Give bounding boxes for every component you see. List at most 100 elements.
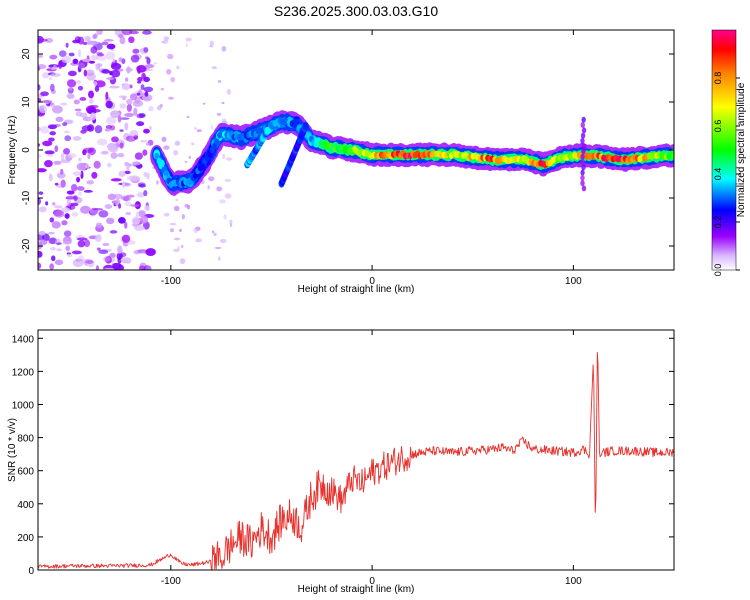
noise-speckle (106, 77, 115, 81)
noise-speckle (96, 53, 105, 57)
noise-speckle (105, 100, 113, 109)
colorbar-tick-label: 0.2 (713, 216, 723, 229)
noise-speckle (111, 61, 115, 68)
noise-speckle (85, 163, 90, 169)
noise-speckle (208, 45, 214, 48)
noise-speckle (181, 213, 186, 220)
noise-speckle (126, 98, 133, 105)
noise-speckle (113, 193, 123, 200)
noise-speckle (83, 239, 91, 248)
noise-speckle (110, 110, 120, 119)
noise-speckle (48, 77, 53, 80)
noise-speckle (188, 155, 191, 160)
noise-speckle (70, 184, 78, 192)
noise-speckle (84, 35, 91, 42)
noise-speckle (83, 69, 88, 77)
x-tick-label: -100 (161, 576, 181, 587)
ridge-blob (163, 170, 169, 177)
y-tick-label: 1200 (12, 367, 35, 378)
noise-speckle (62, 241, 73, 245)
noise-speckle (103, 39, 114, 42)
noise-speckle (173, 205, 180, 212)
noise-speckle (44, 37, 53, 44)
noise-speckle (120, 257, 132, 263)
noise-speckle (163, 36, 169, 41)
noise-speckle (83, 189, 93, 193)
ridge-spike (581, 185, 587, 192)
noise-speckle (92, 208, 104, 211)
noise-speckle (161, 40, 166, 44)
noise-speckle (48, 231, 55, 235)
noise-speckle (148, 105, 154, 112)
noise-speckle (174, 140, 181, 146)
noise-speckle (209, 40, 214, 46)
noise-speckle (119, 103, 127, 109)
y-tick-label: 0 (21, 147, 32, 153)
noise-speckle (125, 211, 132, 216)
noise-speckle (101, 41, 109, 46)
noise-speckle (145, 142, 150, 146)
noise-speckle (118, 95, 128, 99)
noise-speckle (124, 77, 129, 82)
noise-speckle (173, 248, 180, 253)
noise-speckle (80, 129, 87, 134)
noise-speckle (112, 262, 122, 269)
noise-speckle (221, 45, 227, 52)
noise-speckle (95, 265, 100, 270)
noise-speckle (219, 238, 227, 243)
colorbar-gradient (711, 29, 737, 271)
noise-speckle (82, 149, 86, 155)
noise-speckle (216, 186, 223, 192)
noise-speckle (86, 180, 94, 185)
noise-speckle (106, 217, 115, 225)
noise-speckle (221, 153, 226, 160)
spectrogram-xlabel: Height of straight line (km) (298, 284, 415, 295)
noise-speckle (119, 142, 124, 149)
noise-speckle (40, 126, 50, 134)
noise-speckle (119, 129, 124, 132)
noise-speckle (66, 93, 74, 99)
noise-speckle (77, 191, 82, 196)
noise-speckle (207, 184, 210, 190)
noise-speckle (163, 212, 170, 217)
noise-speckle (87, 124, 95, 132)
noise-speckle (75, 80, 82, 84)
noise-speckle (104, 204, 113, 209)
noise-speckle (143, 265, 152, 270)
noise-speckle (42, 140, 53, 147)
noise-speckle (132, 48, 140, 54)
noise-speckle (221, 101, 225, 105)
noise-speckle (49, 54, 58, 60)
noise-speckle (136, 121, 145, 127)
noise-speckle (63, 230, 72, 237)
y-tick-label: 200 (17, 533, 34, 544)
noise-speckle (229, 219, 233, 225)
noise-speckle (211, 124, 214, 130)
noise-speckle (145, 248, 156, 256)
noise-speckle (73, 195, 78, 201)
noise-speckle (106, 142, 117, 151)
noise-speckle (54, 182, 59, 186)
noise-speckle (94, 125, 103, 134)
noise-speckle (44, 150, 55, 155)
noise-speckle (93, 81, 98, 86)
noise-speckle (48, 173, 53, 182)
noise-speckle (95, 65, 101, 71)
noise-speckle (49, 217, 55, 223)
noise-speckle (78, 157, 82, 162)
noise-speckle (129, 130, 139, 137)
noise-speckle (98, 210, 109, 218)
noise-speckle (114, 59, 118, 67)
noise-speckle (77, 85, 84, 91)
noise-speckle (124, 201, 132, 207)
noise-speckle (169, 228, 174, 233)
noise-speckle (226, 88, 231, 95)
noise-speckle (142, 149, 148, 156)
snr-series-line (38, 352, 674, 570)
noise-speckle (195, 238, 202, 243)
snr-xlabel: Height of straight line (km) (298, 584, 415, 595)
noise-speckle (52, 105, 63, 114)
noise-speckle (38, 64, 47, 70)
noise-speckle (60, 179, 66, 188)
